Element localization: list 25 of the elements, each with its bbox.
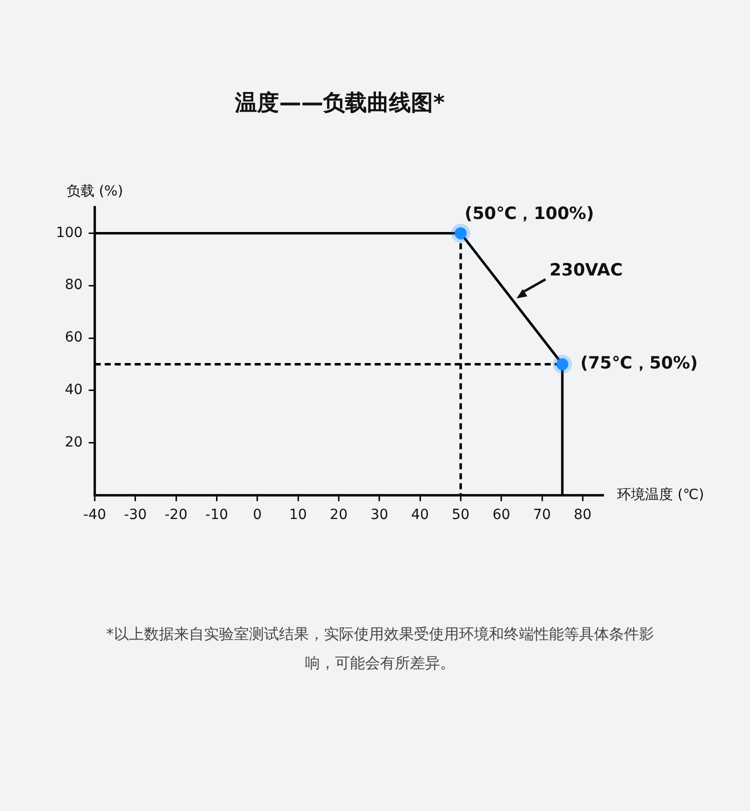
x-tick-label: 10 bbox=[289, 507, 307, 524]
y-tick-label: 60 bbox=[64, 330, 83, 346]
x-tick-label: -10 bbox=[205, 507, 228, 524]
chart-title: 温度——负载曲线图* bbox=[234, 90, 446, 118]
x-tick-label: 30 bbox=[370, 507, 388, 524]
x-axis-title: 环境温度 (℃) bbox=[617, 486, 704, 503]
y-axis-title: 负载 (%) bbox=[66, 184, 124, 200]
x-tick-label: 0 bbox=[252, 507, 262, 524]
text: *以上数据来自实验室测试结果，实际使用效果受使用环境和终端性能等具体条件影响，可能会有所差异。 bbox=[105, 624, 655, 674]
y-tick-label: 40 bbox=[64, 382, 83, 398]
y-tick-label: 20 bbox=[64, 434, 83, 450]
y-tick-label: 100 bbox=[56, 224, 83, 241]
x-tick-label: 50 bbox=[452, 507, 470, 524]
annotation: (75℃，50%) bbox=[580, 354, 698, 374]
x-tick-label: -20 bbox=[164, 507, 188, 524]
annotation: 230VAC bbox=[550, 260, 623, 281]
x-tick-label: 80 bbox=[574, 507, 592, 524]
y-tick-label: 80 bbox=[64, 277, 83, 294]
x-tick-label: 20 bbox=[330, 507, 348, 524]
x-tick-label: -30 bbox=[124, 507, 147, 524]
x-tick-label: 60 bbox=[492, 507, 510, 524]
annotation: (50℃，100%) bbox=[464, 204, 594, 224]
x-tick-label: 40 bbox=[411, 507, 429, 524]
x-tick-label: -40 bbox=[83, 507, 106, 524]
x-tick-label: 70 bbox=[533, 507, 551, 524]
